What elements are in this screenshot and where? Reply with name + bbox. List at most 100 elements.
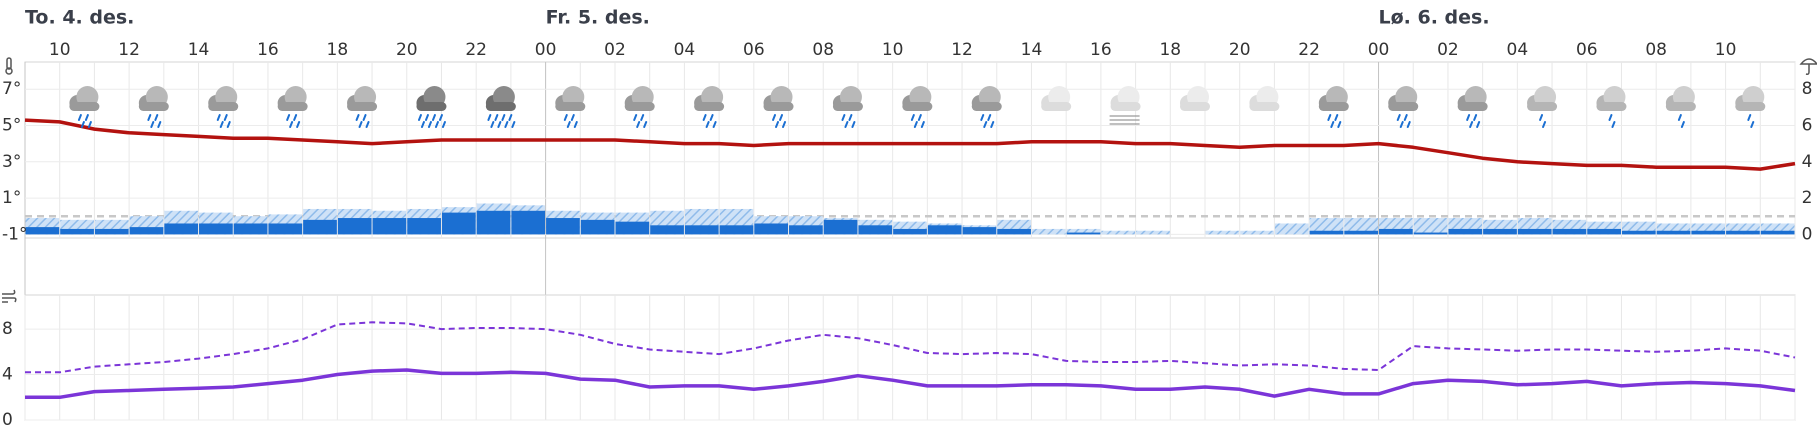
cloud-part [485,102,516,111]
marks [24,118,1796,400]
y-tick-label: 5° [2,116,21,136]
rain-drop [77,114,82,121]
cloud-part [69,102,100,111]
rain-drop [289,121,294,128]
rain-drop [640,114,645,121]
precipitation-max-bar [1101,230,1136,235]
rain-drop [1476,121,1481,128]
precipitation-bar [1066,232,1101,235]
rain-drop [504,121,509,128]
precipitation-bar [823,219,858,235]
precipitation-max-bar [1691,223,1726,235]
precipitation-bar [94,228,129,235]
rain-drop [1334,114,1339,121]
x-tick-label: 18 [327,40,349,60]
x-tick-label: 14 [188,40,210,60]
precipitation-bar [1483,228,1517,235]
rain-drop [216,114,221,121]
rain-drop [1406,121,1411,128]
y-tick-label: 7° [2,79,21,99]
rain-drop [150,121,155,128]
precipitation-bar [962,227,997,235]
precipitation-bar [719,225,754,235]
rain-drop [643,121,648,128]
rain-drop [1680,121,1685,128]
precipitation-max-bar [1205,230,1240,235]
precipitation-bar [1344,230,1379,235]
y2-tick-label: 0 [1802,224,1813,244]
precipitation-bar [303,219,337,235]
umbrella-icon [1799,58,1817,75]
precipitation-bar [789,225,823,235]
rain-drop [775,121,780,128]
precipitation-bar [546,218,580,235]
precipitation-max-bar [1274,223,1309,235]
precipitation-bar [684,225,719,235]
rain-drop [1399,121,1404,128]
cloud-part [347,102,378,111]
rain-drop [223,114,228,121]
rain-drop [362,114,367,121]
precipitation-max-bar [1760,223,1795,235]
wind-icon [2,289,17,303]
cloud-part [138,102,169,111]
x-tick-label: 18 [1159,40,1181,60]
precipitation-bar [1621,230,1656,235]
x-tick-label: 20 [396,40,418,60]
precipitation-bar [1656,230,1691,235]
rain-drop [980,114,985,121]
rain-drop [1677,114,1682,121]
precipitation-bar [997,228,1031,235]
x-tick-label: 16 [1090,40,1112,60]
precipitation-bar [233,223,268,235]
rain-drop [355,114,360,121]
x-tick-label: 12 [118,40,140,60]
precipitation-max-bar [1344,218,1379,235]
x-tick-label: 12 [951,40,973,60]
precipitation-bar [927,225,962,235]
day-label: Lø. 6. des. [1379,7,1490,29]
rain-drop [1403,114,1408,121]
day-label: Fr. 5. des. [546,7,650,29]
rain-drop [1539,114,1544,121]
precipitation-bar [1413,232,1448,235]
y-tick-label: 8 [2,319,13,339]
rain-drop [920,121,925,128]
y2-tick-label: 6 [1802,116,1813,136]
rain-drop [1608,114,1613,121]
precipitation-max-bar [1656,223,1691,235]
precipitation-max-bar [1031,228,1066,235]
rain-drop [501,114,506,121]
cloud-part [1457,102,1488,111]
precipitation-bar [337,218,372,235]
rain-drop [427,121,432,128]
rain-drop [702,114,707,121]
rain-drop [147,114,152,121]
x-tick-label: 08 [1645,40,1667,60]
precipitation-bar [1691,230,1726,235]
cloud-part [555,102,586,111]
y-tick-label: 0 [2,410,13,430]
x-tick-label: 02 [1437,40,1459,60]
x-tick-label: 10 [882,40,904,60]
precipitation-bar [1760,230,1795,235]
rain-drop [1466,114,1471,121]
wind-line [25,368,1796,400]
rain-drop [573,121,578,128]
x-tick-label: 04 [674,40,696,60]
cloud-part [1665,102,1696,111]
y2-tick-label: 8 [1802,79,1813,99]
precipitation-bar [858,225,893,235]
x-tick-label: 10 [49,40,71,60]
x-tick-label: 00 [1368,40,1390,60]
rain-drop [987,114,992,121]
y2-tick-label: 2 [1802,188,1813,208]
rain-drop [570,114,575,121]
y2-tick-label: 4 [1802,152,1813,172]
precipitation-max-bar [1066,228,1101,235]
thermometer-icon [5,57,13,75]
precipitation-bar [580,219,615,235]
x-tick-label: 06 [1576,40,1598,60]
rain-drop [772,114,777,121]
rain-drop [1327,114,1332,121]
